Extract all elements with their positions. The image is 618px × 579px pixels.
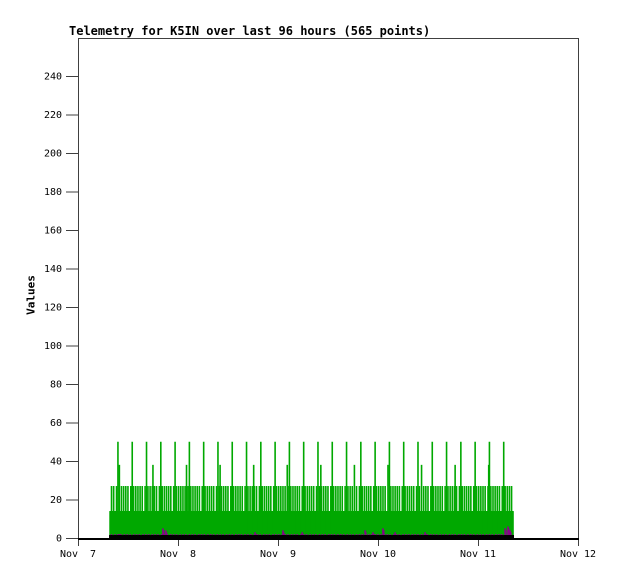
y-tick-label: 140 [44,264,62,275]
x-tick-label: Nov 11 [460,549,496,560]
y-tick-label: 40 [50,457,62,468]
x-tick-label: Nov 10 [360,549,396,560]
y-tick-label: 240 [44,72,62,83]
x-tick-label: Nov 7 [60,549,96,560]
x-tick-label: Nov 9 [260,549,296,560]
y-tick-label: 180 [44,187,62,198]
y-tick-label: 100 [44,341,62,352]
y-tick-label: 80 [50,380,62,391]
y-tick-label: 200 [44,149,62,160]
y-tick-label: 160 [44,226,62,237]
x-tick-label: Nov 8 [160,549,196,560]
y-tick-label: 220 [44,110,62,121]
y-tick-label: 60 [50,418,62,429]
y-tick-label: 0 [56,534,62,545]
x-tick-label: Nov 12 [560,549,596,560]
y-tick-label: 120 [44,303,62,314]
chart-title: Telemetry for K5IN over last 96 hours (5… [69,24,431,38]
y-tick-label: 20 [50,495,62,506]
